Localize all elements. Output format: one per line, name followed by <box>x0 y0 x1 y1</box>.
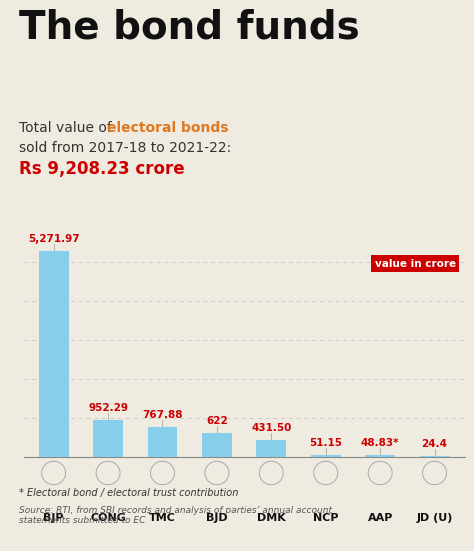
Text: 952.29: 952.29 <box>88 403 128 413</box>
Text: The bond funds: The bond funds <box>19 8 360 46</box>
Text: electoral bonds: electoral bonds <box>107 121 228 135</box>
Bar <box>93 420 123 457</box>
Text: 24.4: 24.4 <box>421 439 447 449</box>
Text: 431.50: 431.50 <box>251 423 292 433</box>
Bar <box>311 455 341 457</box>
Text: 622: 622 <box>206 415 228 425</box>
Bar <box>365 456 395 457</box>
Text: 767.88: 767.88 <box>142 410 182 420</box>
Text: Source: RTI, from SBI records and analysis of parties’ annual account
statements: Source: RTI, from SBI records and analys… <box>19 506 332 525</box>
Bar <box>147 428 177 457</box>
Text: value in crore: value in crore <box>374 258 456 268</box>
Bar <box>419 456 449 457</box>
Bar <box>256 440 286 457</box>
Text: sold from 2017-18 to 2021-22:: sold from 2017-18 to 2021-22: <box>19 141 231 154</box>
Text: * Electoral bond / electoral trust contribution: * Electoral bond / electoral trust contr… <box>19 488 238 498</box>
Text: 5,271.97: 5,271.97 <box>28 234 80 244</box>
Text: Rs 9,208.23 crore: Rs 9,208.23 crore <box>19 160 184 178</box>
Bar <box>39 251 69 457</box>
Text: 48.83*: 48.83* <box>361 438 400 448</box>
Text: Total value of: Total value of <box>19 121 116 135</box>
Text: 51.15: 51.15 <box>309 438 342 448</box>
Bar <box>202 433 232 457</box>
